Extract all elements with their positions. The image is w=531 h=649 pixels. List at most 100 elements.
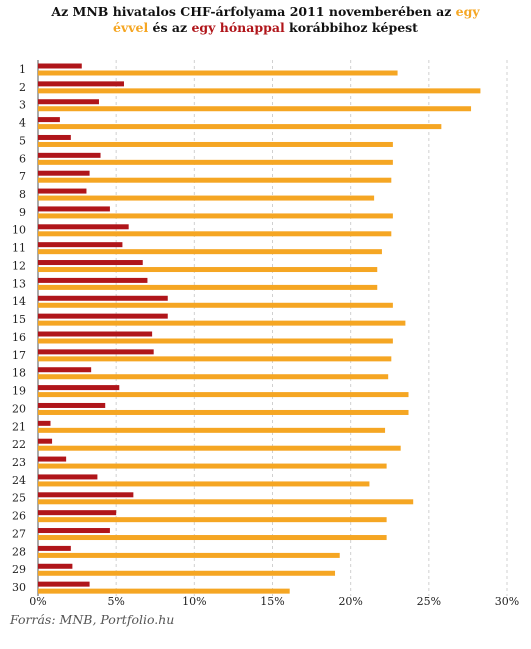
bar-month <box>38 206 110 212</box>
bar-year <box>38 267 378 273</box>
bar-month <box>38 385 120 391</box>
y-tick-label: 7 <box>19 170 26 183</box>
bar-year <box>38 374 389 380</box>
bar-month <box>38 117 60 123</box>
y-tick-label: 11 <box>12 242 26 255</box>
bar-month <box>38 134 71 140</box>
bars <box>38 63 481 594</box>
bar-month <box>38 349 154 355</box>
y-tick-label: 18 <box>12 367 26 380</box>
bar-year <box>38 231 392 237</box>
bar-year <box>38 499 414 505</box>
bar-year <box>38 427 386 433</box>
bar-month <box>38 420 51 426</box>
bar-year <box>38 445 401 451</box>
y-tick-labels: 1234567891011121314151617181920212223242… <box>12 63 26 594</box>
y-tick-label: 3 <box>19 99 26 112</box>
bar-year <box>38 124 442 130</box>
y-tick-label: 12 <box>12 259 26 272</box>
y-tick-label: 17 <box>12 349 26 362</box>
bar-month <box>38 474 98 480</box>
title-part-2: és az <box>148 20 192 35</box>
bar-year <box>38 88 481 94</box>
y-tick-label: 21 <box>12 420 26 433</box>
bar-year <box>38 195 375 201</box>
bar-year <box>38 392 409 398</box>
y-tick-label: 26 <box>12 510 26 523</box>
title-egy: egy <box>455 4 480 19</box>
y-tick-label: 14 <box>12 295 26 308</box>
bar-month <box>38 99 99 105</box>
bar-year <box>38 70 398 76</box>
bar-year <box>38 213 393 219</box>
y-tick-label: 27 <box>12 527 26 540</box>
bar-year <box>38 141 393 147</box>
y-tick-label: 5 <box>19 134 26 147</box>
y-tick-label: 24 <box>12 474 26 487</box>
title-evvel: évvel <box>113 20 149 35</box>
title-part-3: korábbihoz képest <box>284 20 418 35</box>
bar-month <box>38 295 168 301</box>
bar-month <box>38 224 129 230</box>
title-egy-honappal: egy hónappal <box>191 20 285 35</box>
bar-year <box>38 570 336 576</box>
y-tick-label: 10 <box>12 224 26 237</box>
bar-year <box>38 106 472 112</box>
bar-year <box>38 481 370 487</box>
x-tick-label: 20% <box>338 595 362 608</box>
x-tick-labels: 0% 5% 10% 15% 20% 25% 30% <box>29 595 519 608</box>
y-tick-label: 30 <box>12 581 26 594</box>
bar-month <box>38 170 90 176</box>
bar-year <box>38 356 392 362</box>
bar-month <box>38 242 123 248</box>
bar-year <box>38 588 290 594</box>
x-tick-label: 0% <box>29 595 46 608</box>
chart-title: Az MNB hivatalos CHF-árfolyama 2011 nove… <box>0 4 531 36</box>
bar-year <box>38 409 409 415</box>
bar-month <box>38 81 124 87</box>
y-tick-label: 15 <box>12 313 26 326</box>
bar-year <box>38 320 406 326</box>
bar-month <box>38 313 168 319</box>
bar-month <box>38 260 143 266</box>
bar-year <box>38 338 393 344</box>
bar-month <box>38 152 101 158</box>
x-tick-label: 15% <box>260 595 284 608</box>
y-tick-label: 16 <box>12 331 26 344</box>
source-note: Forrás: MNB, Portfolio.hu <box>10 612 175 627</box>
bar-year <box>38 177 392 183</box>
y-tick-label: 20 <box>12 402 26 415</box>
bar-year <box>38 159 393 165</box>
y-tick-label: 29 <box>12 563 26 576</box>
x-tick-label: 5% <box>107 595 124 608</box>
x-tick-label: 30% <box>495 595 519 608</box>
bar-month <box>38 563 73 569</box>
bar-year <box>38 302 393 308</box>
bar-month <box>38 528 110 534</box>
y-tick-label: 28 <box>12 545 26 558</box>
y-tick-label: 13 <box>12 277 26 290</box>
bar-month <box>38 456 67 462</box>
bar-month <box>38 438 53 444</box>
y-tick-label: 19 <box>12 385 26 398</box>
y-tick-label: 25 <box>12 492 26 505</box>
bar-month <box>38 402 106 408</box>
bar-year <box>38 535 387 541</box>
y-tick-label: 1 <box>19 63 26 76</box>
bar-month <box>38 277 148 283</box>
y-tick-label: 23 <box>12 456 26 469</box>
y-tick-label: 4 <box>19 117 26 130</box>
bar-month <box>38 510 117 516</box>
bar-year <box>38 284 378 290</box>
y-tick-label: 9 <box>19 206 26 219</box>
bar-month <box>38 367 92 373</box>
y-tick-label: 6 <box>19 152 26 165</box>
bar-year <box>38 517 387 523</box>
bar-year <box>38 463 387 469</box>
bar-month <box>38 581 90 587</box>
bar-year <box>38 552 340 558</box>
bar-year <box>38 249 382 255</box>
x-tick-label: 25% <box>417 595 441 608</box>
y-tick-label: 22 <box>12 438 26 451</box>
